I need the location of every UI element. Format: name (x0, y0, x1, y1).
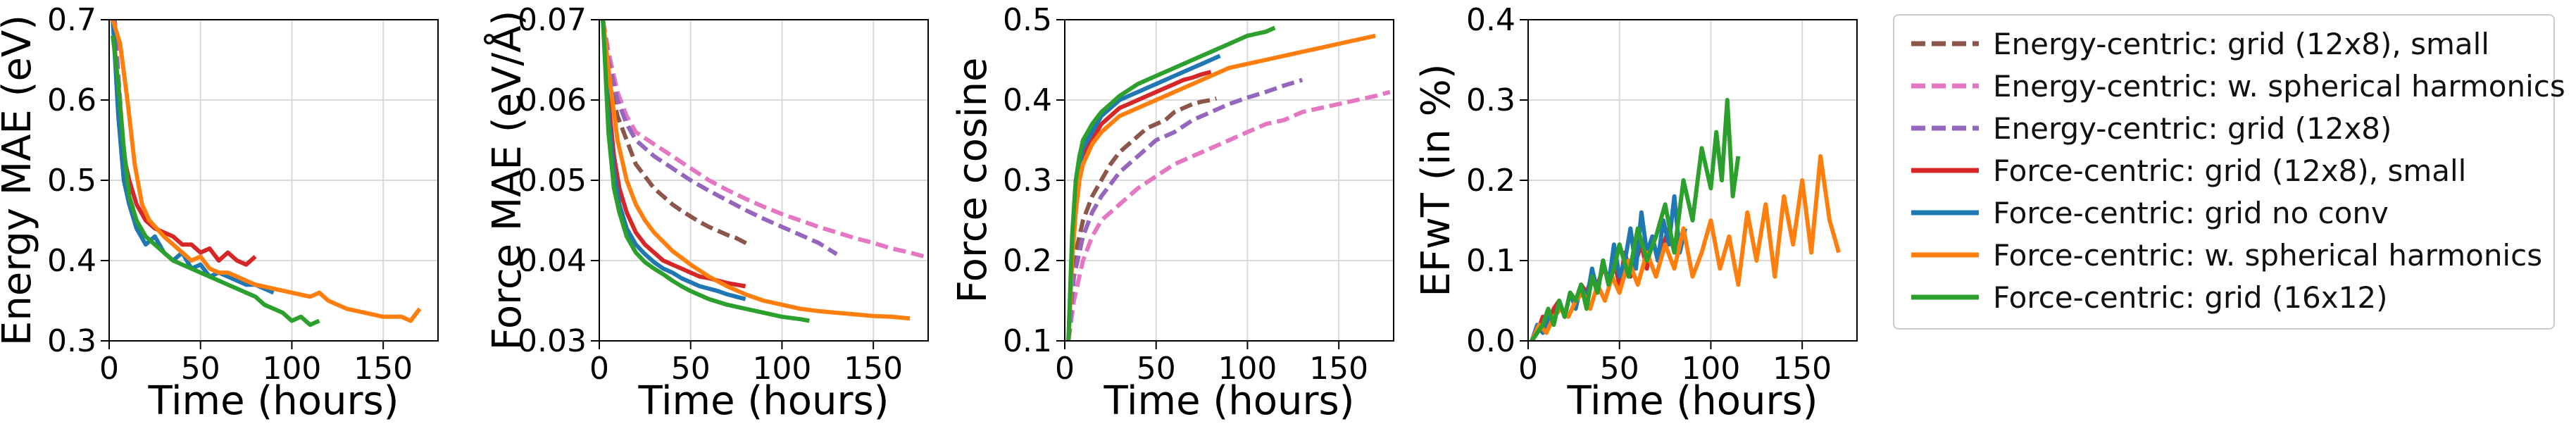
series-line (1066, 96, 1218, 341)
series-line (1066, 77, 1303, 341)
series-line (601, 20, 838, 256)
y-tick-label: 0.04 (518, 243, 587, 279)
x-tick-label: 100 (752, 351, 811, 387)
x-tick-label: 0 (589, 351, 609, 387)
x-axis-label: Time (hours) (148, 378, 399, 424)
y-axis-label: Energy MAE (eV) (0, 15, 40, 346)
y-tick-label: 0.5 (1003, 2, 1052, 38)
series-line (601, 20, 925, 259)
series-line (1066, 25, 1276, 341)
y-tick-label: 0.7 (47, 2, 96, 38)
y-tick-label: 0.4 (1003, 82, 1052, 118)
series-line (601, 20, 746, 289)
legend-label: Energy-centric: grid (12x8), small (1993, 27, 2489, 61)
y-tick-label: 0.07 (518, 2, 587, 38)
x-tick-label: 50 (671, 351, 711, 387)
legend-swatch (1911, 294, 1979, 300)
series-line (1066, 33, 1376, 341)
x-tick-label: 100 (1681, 351, 1740, 387)
legend-label: Force-centric: grid no conv (1993, 196, 2389, 230)
x-tick-label: 150 (354, 351, 413, 387)
x-tick-label: 50 (181, 351, 220, 387)
y-tick-label: 0.2 (1003, 243, 1052, 279)
y-tick-label: 0.05 (518, 163, 587, 199)
y-tick-label: 0.3 (47, 323, 96, 359)
series-line (601, 20, 810, 323)
legend-swatch (1911, 41, 1979, 46)
legend-entry: Energy-centric: grid (12x8) (1894, 108, 2553, 151)
y-tick-label: 0.1 (1466, 243, 1515, 279)
y-axis-label: Force MAE (eV/Å) (484, 11, 530, 351)
legend-entry: Force-centric: grid (12x8), small (1894, 151, 2553, 193)
x-tick-label: 0 (99, 351, 119, 387)
legend-swatch (1911, 83, 1979, 89)
x-axis-label: Time (hours) (1103, 378, 1355, 424)
x-tick-label: 0 (1518, 351, 1538, 387)
chart-panel: 0 50 100 150 0.3 0.4 0.5 0.6 0.7 Time (hours) Ener… (0, 2, 439, 424)
x-tick-label: 50 (1137, 351, 1176, 387)
legend-swatch (1911, 210, 1979, 216)
chart-panel: 0 50 100 150 0.1 0.2 0.3 0.4 0.5 Time (hours) Forc… (950, 2, 1394, 424)
x-tick-label: 100 (262, 351, 321, 387)
legend-swatch (1911, 168, 1979, 173)
y-tick-label: 0.3 (1003, 163, 1052, 199)
series-line (601, 20, 911, 321)
series-line (1530, 98, 1741, 341)
series-line (1066, 89, 1391, 341)
legend: Energy-centric: grid (12x8), small Energ… (1893, 14, 2565, 330)
y-tick-label: 0.0 (1466, 323, 1515, 359)
y-tick-label: 0.6 (47, 82, 96, 118)
legend-swatch (1911, 125, 1979, 131)
series-line (111, 20, 275, 295)
legend-entry: Force-centric: grid no conv (1894, 193, 2553, 235)
series-group (1066, 25, 1391, 341)
x-tick-label: 150 (844, 351, 903, 387)
y-axis-label: EFwT (in %) (1413, 63, 1459, 296)
y-axis-label: Force cosine (950, 57, 996, 303)
y-tick-label: 0.3 (1466, 82, 1515, 118)
x-tick-label: 150 (1309, 351, 1368, 387)
legend-label: Force-centric: grid (12x8), small (1993, 154, 2467, 188)
y-tick-label: 0.03 (518, 323, 587, 359)
x-tick-label: 0 (1055, 351, 1075, 387)
series-group (601, 20, 925, 323)
legend-label: Force-centric: w. spherical harmonics (1993, 238, 2543, 273)
y-tick-label: 0.06 (518, 82, 587, 118)
x-axis-label: Time (hours) (1567, 378, 1818, 424)
series-group (111, 20, 422, 327)
chart-panel: 0 50 100 150 0.03 0.04 0.05 0.06 0.07 Time (hours… (484, 2, 929, 424)
y-tick-label: 0.2 (1466, 163, 1515, 199)
legend-entry: Energy-centric: grid (12x8), small (1894, 24, 2553, 66)
legend-label: Energy-centric: grid (12x8) (1993, 111, 2392, 146)
y-tick-label: 0.5 (47, 163, 96, 199)
series-line (111, 35, 320, 327)
legend-swatch (1911, 252, 1979, 258)
legend-label: Energy-centric: w. spherical harmonics (1993, 69, 2565, 104)
y-tick-label: 0.4 (47, 243, 96, 279)
y-tick-label: 0.1 (1003, 323, 1052, 359)
chart-panel: 0 50 100 150 0.0 0.1 0.2 0.3 0.4 Time (hours) EFwT… (1413, 2, 1858, 424)
legend-entry: Energy-centric: w. spherical harmonics (1894, 66, 2565, 108)
y-tick-label: 0.4 (1466, 2, 1515, 38)
legend-label: Force-centric: grid (16x12) (1993, 280, 2388, 315)
series-line (111, 20, 422, 323)
x-tick-label: 100 (1218, 351, 1277, 387)
legend-entry: Force-centric: w. spherical harmonics (1894, 235, 2553, 277)
series-line (601, 20, 752, 249)
series-group (1530, 98, 1841, 341)
legend-entry: Force-centric: grid (16x12) (1894, 277, 2553, 320)
x-axis-label: Time (hours) (638, 378, 889, 424)
x-tick-label: 50 (1600, 351, 1639, 387)
x-tick-label: 150 (1772, 351, 1832, 387)
